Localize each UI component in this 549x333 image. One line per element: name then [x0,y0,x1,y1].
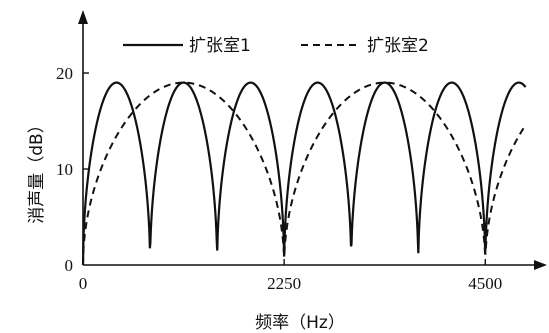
y-tick-label: 0 [65,256,74,275]
x-axis-arrow [534,260,547,270]
x-tick-label: 4500 [468,274,502,293]
y-tick-label: 10 [56,160,73,179]
x-tick-label: 2250 [267,274,301,293]
series-line-2 [82,81,525,266]
y-axis-arrow [78,10,88,24]
y-tick-label: 20 [56,64,73,83]
legend-label-series-1: 扩张室1 [189,36,251,56]
x-tick-label: 0 [79,274,88,293]
y-axis-title: 消声量（dB） [27,116,47,223]
x-axis-title: 频率（Hz） [255,313,345,333]
series-line-1 [81,81,527,266]
plot-area: 0 10 20 0 2250 4500 频率（Hz） 消声量（dB） 扩张室1 扩张室2 [27,10,547,333]
legend-label-series-2: 扩张室2 [367,36,429,56]
